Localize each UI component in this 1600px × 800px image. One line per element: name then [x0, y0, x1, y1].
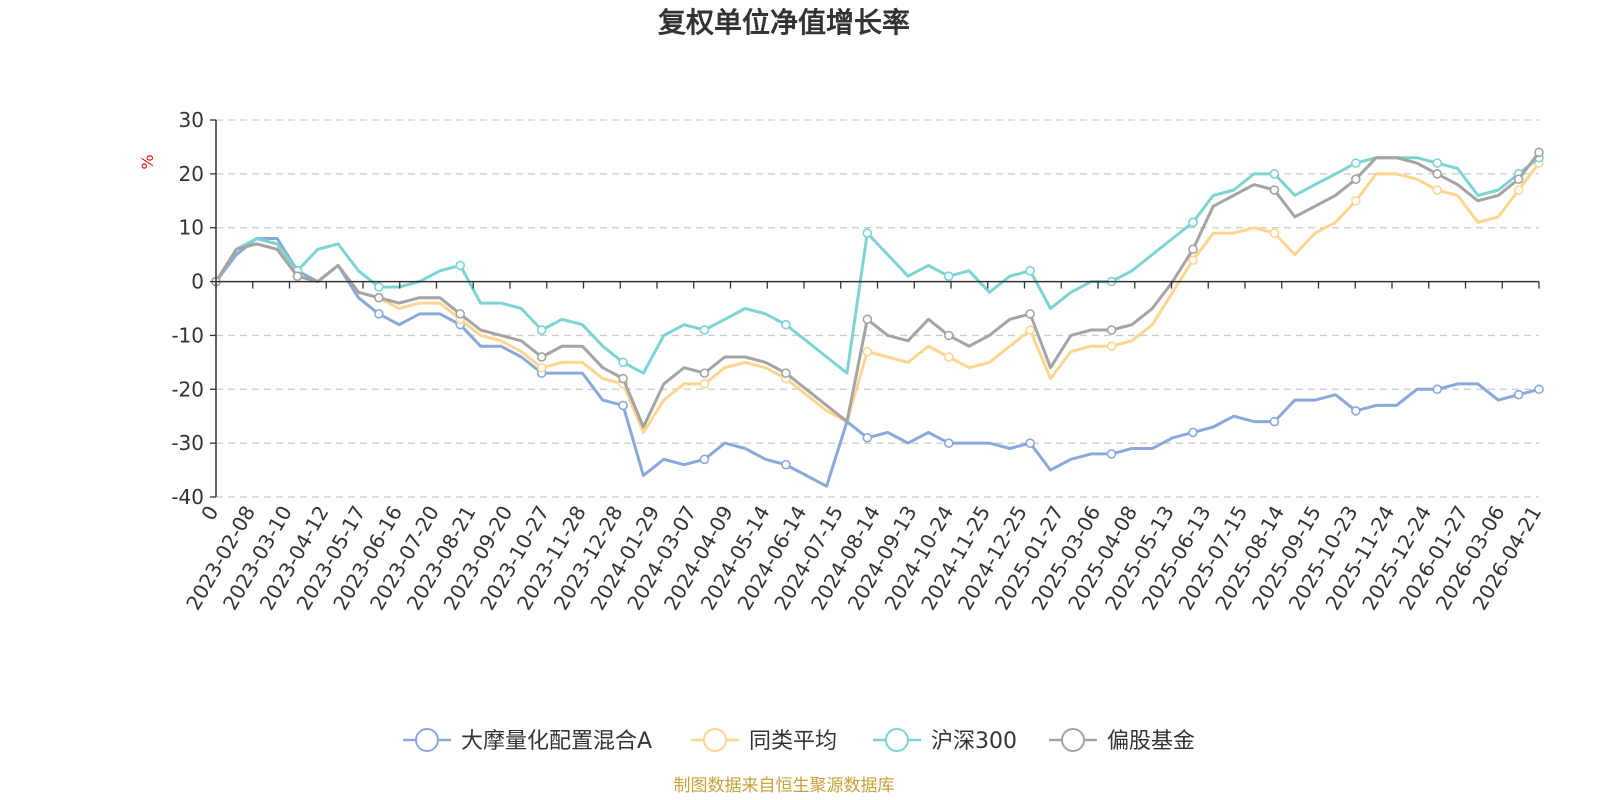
data-point — [455, 260, 466, 271]
data-point — [1351, 406, 1361, 416]
series-line — [214, 150, 1541, 429]
data-point — [1351, 158, 1361, 168]
data-point — [1513, 389, 1524, 400]
series-line — [214, 161, 1541, 434]
y-tick-label: 0 — [191, 270, 204, 294]
legend-item[interactable]: 沪深300 — [873, 728, 1017, 754]
legend-marker — [703, 728, 727, 752]
data-point — [292, 271, 303, 281]
legend-label: 沪深300 — [931, 729, 1017, 754]
gridlines — [216, 119, 1539, 498]
data-point — [781, 368, 791, 378]
y-tick-label: 30 — [179, 108, 204, 132]
data-point — [862, 314, 873, 325]
legend-item[interactable]: 大摩量化配置混合A — [403, 728, 652, 754]
data-point — [1269, 185, 1280, 195]
data-point — [862, 432, 873, 443]
data-point — [455, 309, 466, 319]
data-point — [943, 352, 954, 362]
data-point — [536, 325, 547, 335]
legend-item[interactable]: 同类平均 — [691, 728, 837, 754]
data-point — [1106, 449, 1117, 459]
data-point — [1534, 384, 1544, 395]
data-point — [374, 292, 384, 303]
data-point — [1025, 438, 1035, 448]
data-point — [1269, 228, 1280, 238]
data-point — [943, 438, 954, 448]
data-point — [781, 459, 791, 470]
legend-label: 同类平均 — [749, 729, 837, 754]
x-tick-label: 0 — [196, 502, 223, 525]
series-line — [214, 156, 1541, 375]
y-tick-label: -10 — [171, 323, 204, 347]
data-point — [374, 309, 384, 319]
data-point — [1432, 169, 1443, 179]
data-point — [374, 282, 384, 292]
legend-marker — [1061, 728, 1085, 752]
data-point — [1534, 147, 1544, 158]
data-point — [1188, 244, 1198, 255]
data-point — [1188, 427, 1198, 438]
data-point — [618, 357, 628, 368]
data-point — [699, 379, 710, 389]
data-point — [1188, 255, 1198, 265]
data-point — [1188, 217, 1198, 228]
series-line — [214, 237, 1541, 488]
data-point — [1432, 384, 1443, 395]
data-point — [1351, 174, 1361, 185]
data-point — [943, 271, 954, 281]
legend: 大摩量化配置混合A 同类平均 沪深300 偏股基金 — [403, 728, 1195, 754]
y-tick-label: -20 — [171, 377, 204, 401]
legend-label: 偏股基金 — [1107, 729, 1195, 754]
y-axis-unit: % — [138, 154, 157, 169]
data-point — [618, 373, 628, 384]
y-tick-label: -40 — [171, 485, 204, 509]
source-note: 制图数据来自恒生聚源数据库 — [674, 776, 895, 796]
data-point — [1351, 195, 1361, 206]
y-tick-label: 20 — [179, 162, 204, 186]
data-point — [699, 368, 710, 378]
data-point — [1025, 325, 1035, 335]
data-point — [699, 454, 710, 465]
y-tick-label: 10 — [179, 216, 204, 240]
data-point — [1269, 169, 1280, 179]
data-point — [1432, 158, 1443, 168]
series-lines — [211, 147, 1544, 488]
data-point — [1269, 416, 1280, 427]
legend-marker — [885, 728, 909, 752]
legend-label: 大摩量化配置混合A — [461, 729, 652, 754]
data-point — [1025, 309, 1035, 319]
data-point — [781, 319, 791, 330]
data-point — [1432, 185, 1443, 195]
data-point — [1513, 174, 1524, 185]
data-point — [1106, 325, 1117, 335]
data-point — [862, 346, 873, 357]
data-point — [699, 325, 710, 335]
data-point — [618, 400, 628, 411]
data-point — [536, 362, 547, 373]
legend-item[interactable]: 偏股基金 — [1049, 728, 1195, 754]
data-point — [536, 352, 547, 362]
data-point — [1513, 185, 1524, 195]
legend-marker — [415, 728, 439, 752]
data-point — [943, 330, 954, 341]
y-tick-label: -30 — [171, 431, 204, 455]
data-point — [1025, 265, 1035, 276]
data-point — [1106, 341, 1117, 352]
data-point — [862, 228, 873, 238]
chart-title: 复权单位净值增长率 — [658, 6, 910, 39]
